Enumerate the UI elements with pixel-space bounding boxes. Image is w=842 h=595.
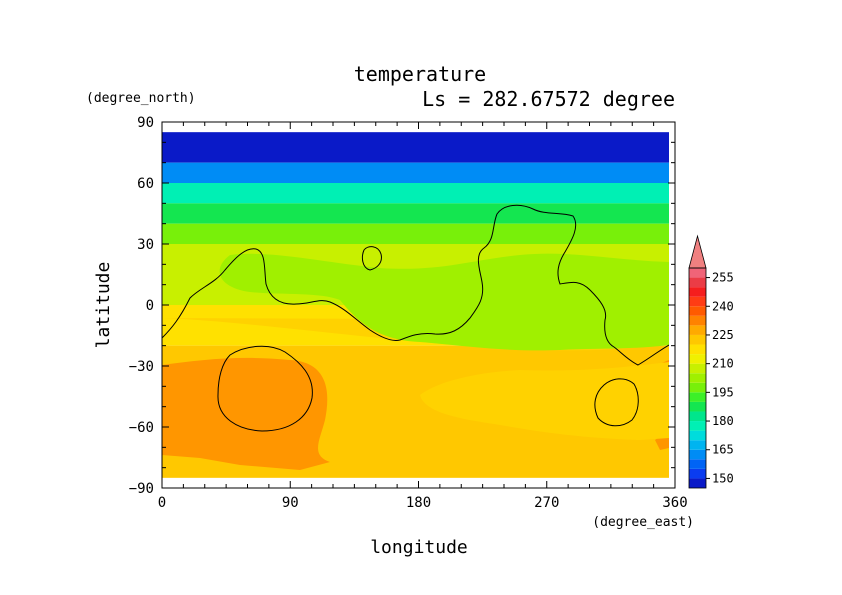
colorbar-overflow-triangle <box>688 234 707 269</box>
temperature-band-0 <box>162 132 669 163</box>
colorbar-segment <box>689 315 706 326</box>
x-units-label: (degree_east) <box>592 515 694 530</box>
y-tick-label: −90 <box>129 481 154 497</box>
colorbar-segment <box>689 325 706 335</box>
colorbar-segment <box>689 277 706 288</box>
temperature-band-1 <box>162 162 669 183</box>
y-tick-label: 0 <box>146 298 154 314</box>
colorbar-tick-label: 150 <box>712 471 734 485</box>
colorbar-tick-label: 195 <box>712 385 734 399</box>
colorbar-segment <box>689 363 706 374</box>
x-tick-label: 270 <box>534 495 559 511</box>
colorbar-tick-label: 225 <box>712 328 734 342</box>
colorbar-segment <box>689 411 706 422</box>
y-units-label: (degree_north) <box>86 91 196 106</box>
chart-subtitle: Ls = 282.67572 degree <box>422 87 675 111</box>
colorbar-segment <box>689 268 706 278</box>
colorbar-tick-label: 240 <box>712 299 734 313</box>
x-tick-label: 0 <box>158 495 166 511</box>
x-tick-label: 360 <box>662 495 687 511</box>
colorbar-segment <box>689 459 706 469</box>
y-tick-label: 90 <box>137 115 154 131</box>
colorbar-segment <box>689 306 706 316</box>
plot-area <box>162 132 669 478</box>
colorbar-segment <box>689 478 706 488</box>
colorbar: 150 165 180 195 210 225 240 255 <box>688 234 734 489</box>
colorbar-tick-label: 255 <box>712 271 734 285</box>
temperature-band-4 <box>162 223 669 244</box>
y-tick-label: −30 <box>129 359 154 375</box>
colorbar-segment <box>689 468 706 479</box>
y-axis-label: latitude <box>93 262 114 349</box>
temperature-band-3 <box>162 203 669 224</box>
chart-title: temperature <box>354 62 486 86</box>
colorbar-segment <box>689 354 706 364</box>
colorbar-segment <box>689 296 706 307</box>
topography-contour <box>162 204 669 432</box>
y-tick-label: 30 <box>137 237 154 253</box>
colorbar-segment <box>689 382 706 393</box>
x-tick-label: 180 <box>406 495 431 511</box>
colorbar-segment <box>689 287 706 297</box>
colorbar-frame <box>688 267 707 489</box>
y-tick-label: −60 <box>129 420 154 436</box>
temperature-band-2 <box>162 183 669 204</box>
warm-region-west <box>162 357 330 470</box>
colorbar-segment <box>689 449 706 460</box>
colorbar-segment <box>689 430 706 441</box>
colorbar-segment <box>689 392 706 402</box>
colorbar-segment <box>689 344 706 355</box>
colorbar-segment <box>689 401 706 412</box>
y-tick-label: 60 <box>137 176 154 192</box>
colorbar-segment <box>689 421 706 431</box>
colorbar-tick-label: 165 <box>712 443 734 457</box>
colorbar-segment <box>689 373 706 383</box>
x-tick-label: 90 <box>282 495 299 511</box>
tropical-green-region <box>219 253 669 351</box>
colorbar-segment <box>689 334 706 345</box>
colorbar-tick-label: 180 <box>712 414 734 428</box>
x-axis-label: longitude <box>370 537 468 558</box>
colorbar-tick-label: 210 <box>712 357 734 371</box>
colorbar-segment <box>689 440 706 450</box>
